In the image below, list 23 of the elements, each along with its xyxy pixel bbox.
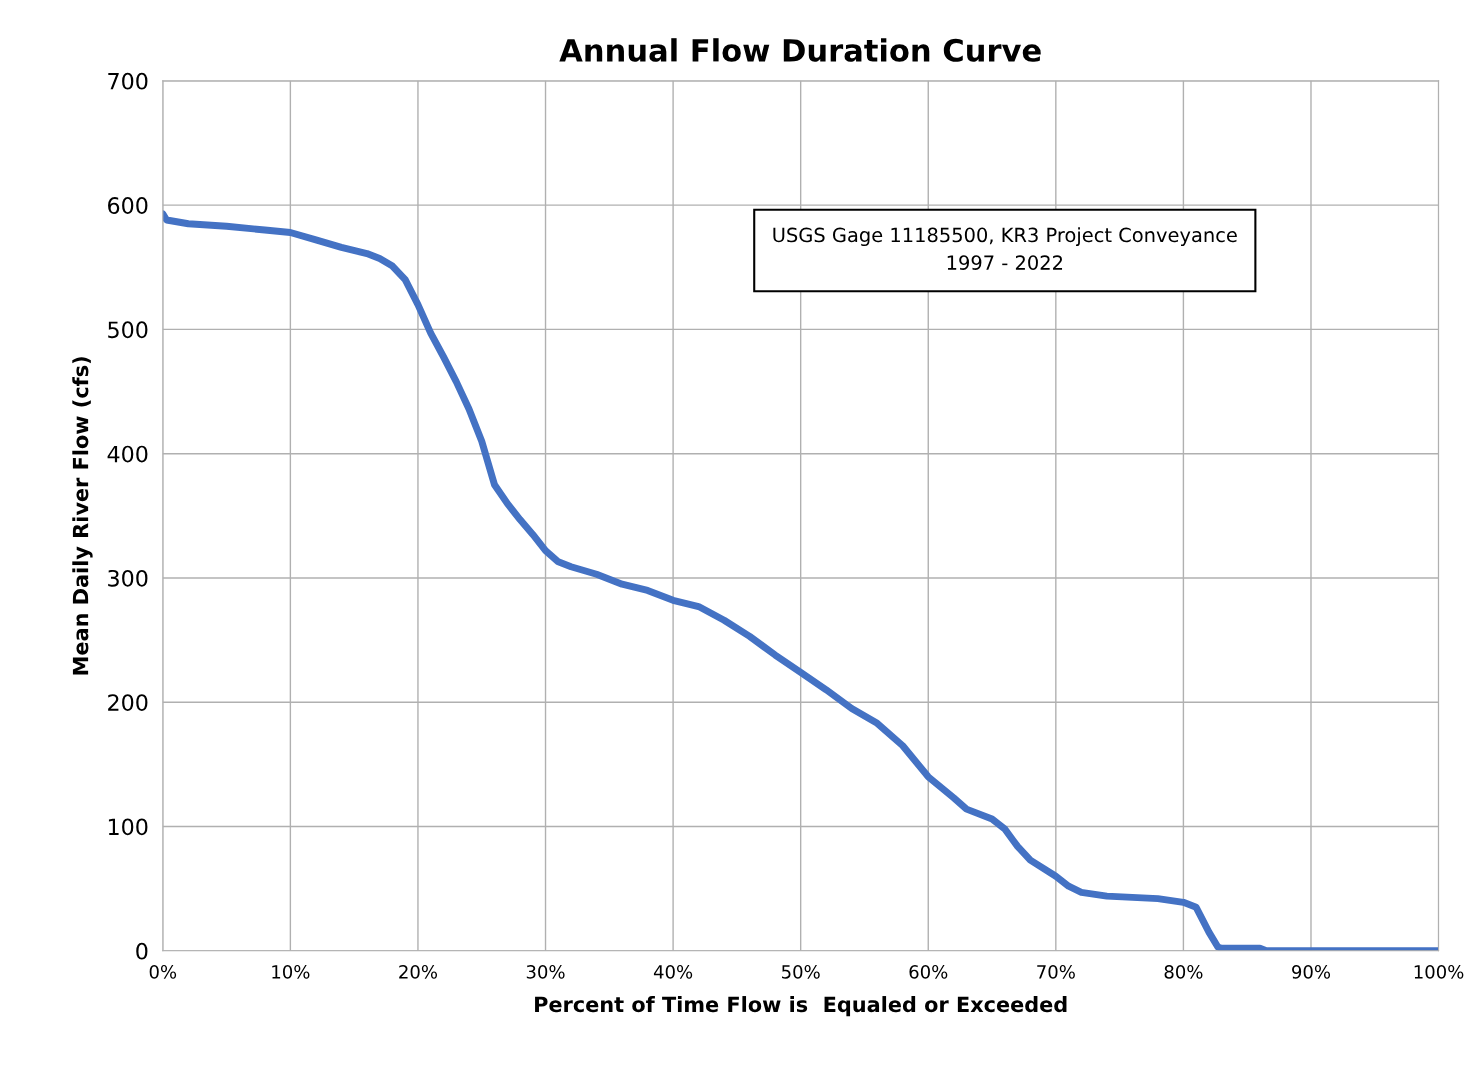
y-tick-label: 500 [108, 321, 148, 339]
chart-title: Annual Flow Duration Curve [559, 38, 1041, 62]
x-axis-title: Percent of Time Flow is Equaled or Exceeded [535, 996, 1067, 1017]
x-tick-label: 70% [1037, 965, 1075, 979]
x-tick-label: 90% [1292, 965, 1331, 979]
x-tick-label: 10% [272, 965, 310, 979]
y-tick-label: 200 [108, 694, 148, 711]
x-tick-label: 80% [1164, 965, 1203, 979]
y-axis-title: Mean Daily River Flow (cfs) [72, 357, 93, 675]
x-tick-label: 20% [399, 965, 438, 979]
x-tick-label: 60% [909, 965, 948, 979]
y-tick-label: 700 [108, 72, 148, 90]
y-tick-label: 0 [136, 942, 148, 960]
x-tick-label: 50% [782, 965, 820, 979]
x-tick-label: 40% [653, 965, 693, 979]
x-tick-label: 100% [1414, 965, 1464, 979]
x-tick-label: 30% [526, 965, 565, 979]
y-tick-label: 300 [108, 569, 148, 587]
y-tick-label: 400 [107, 445, 148, 463]
x-tick-label: 0% [149, 965, 177, 979]
y-tick-label: 100 [108, 818, 148, 836]
annotation: USGS Gage 11185500, KR3 Project Conveyance 1997 - 2022 [773, 227, 1237, 270]
y-tick-label: 600 [108, 197, 148, 214]
